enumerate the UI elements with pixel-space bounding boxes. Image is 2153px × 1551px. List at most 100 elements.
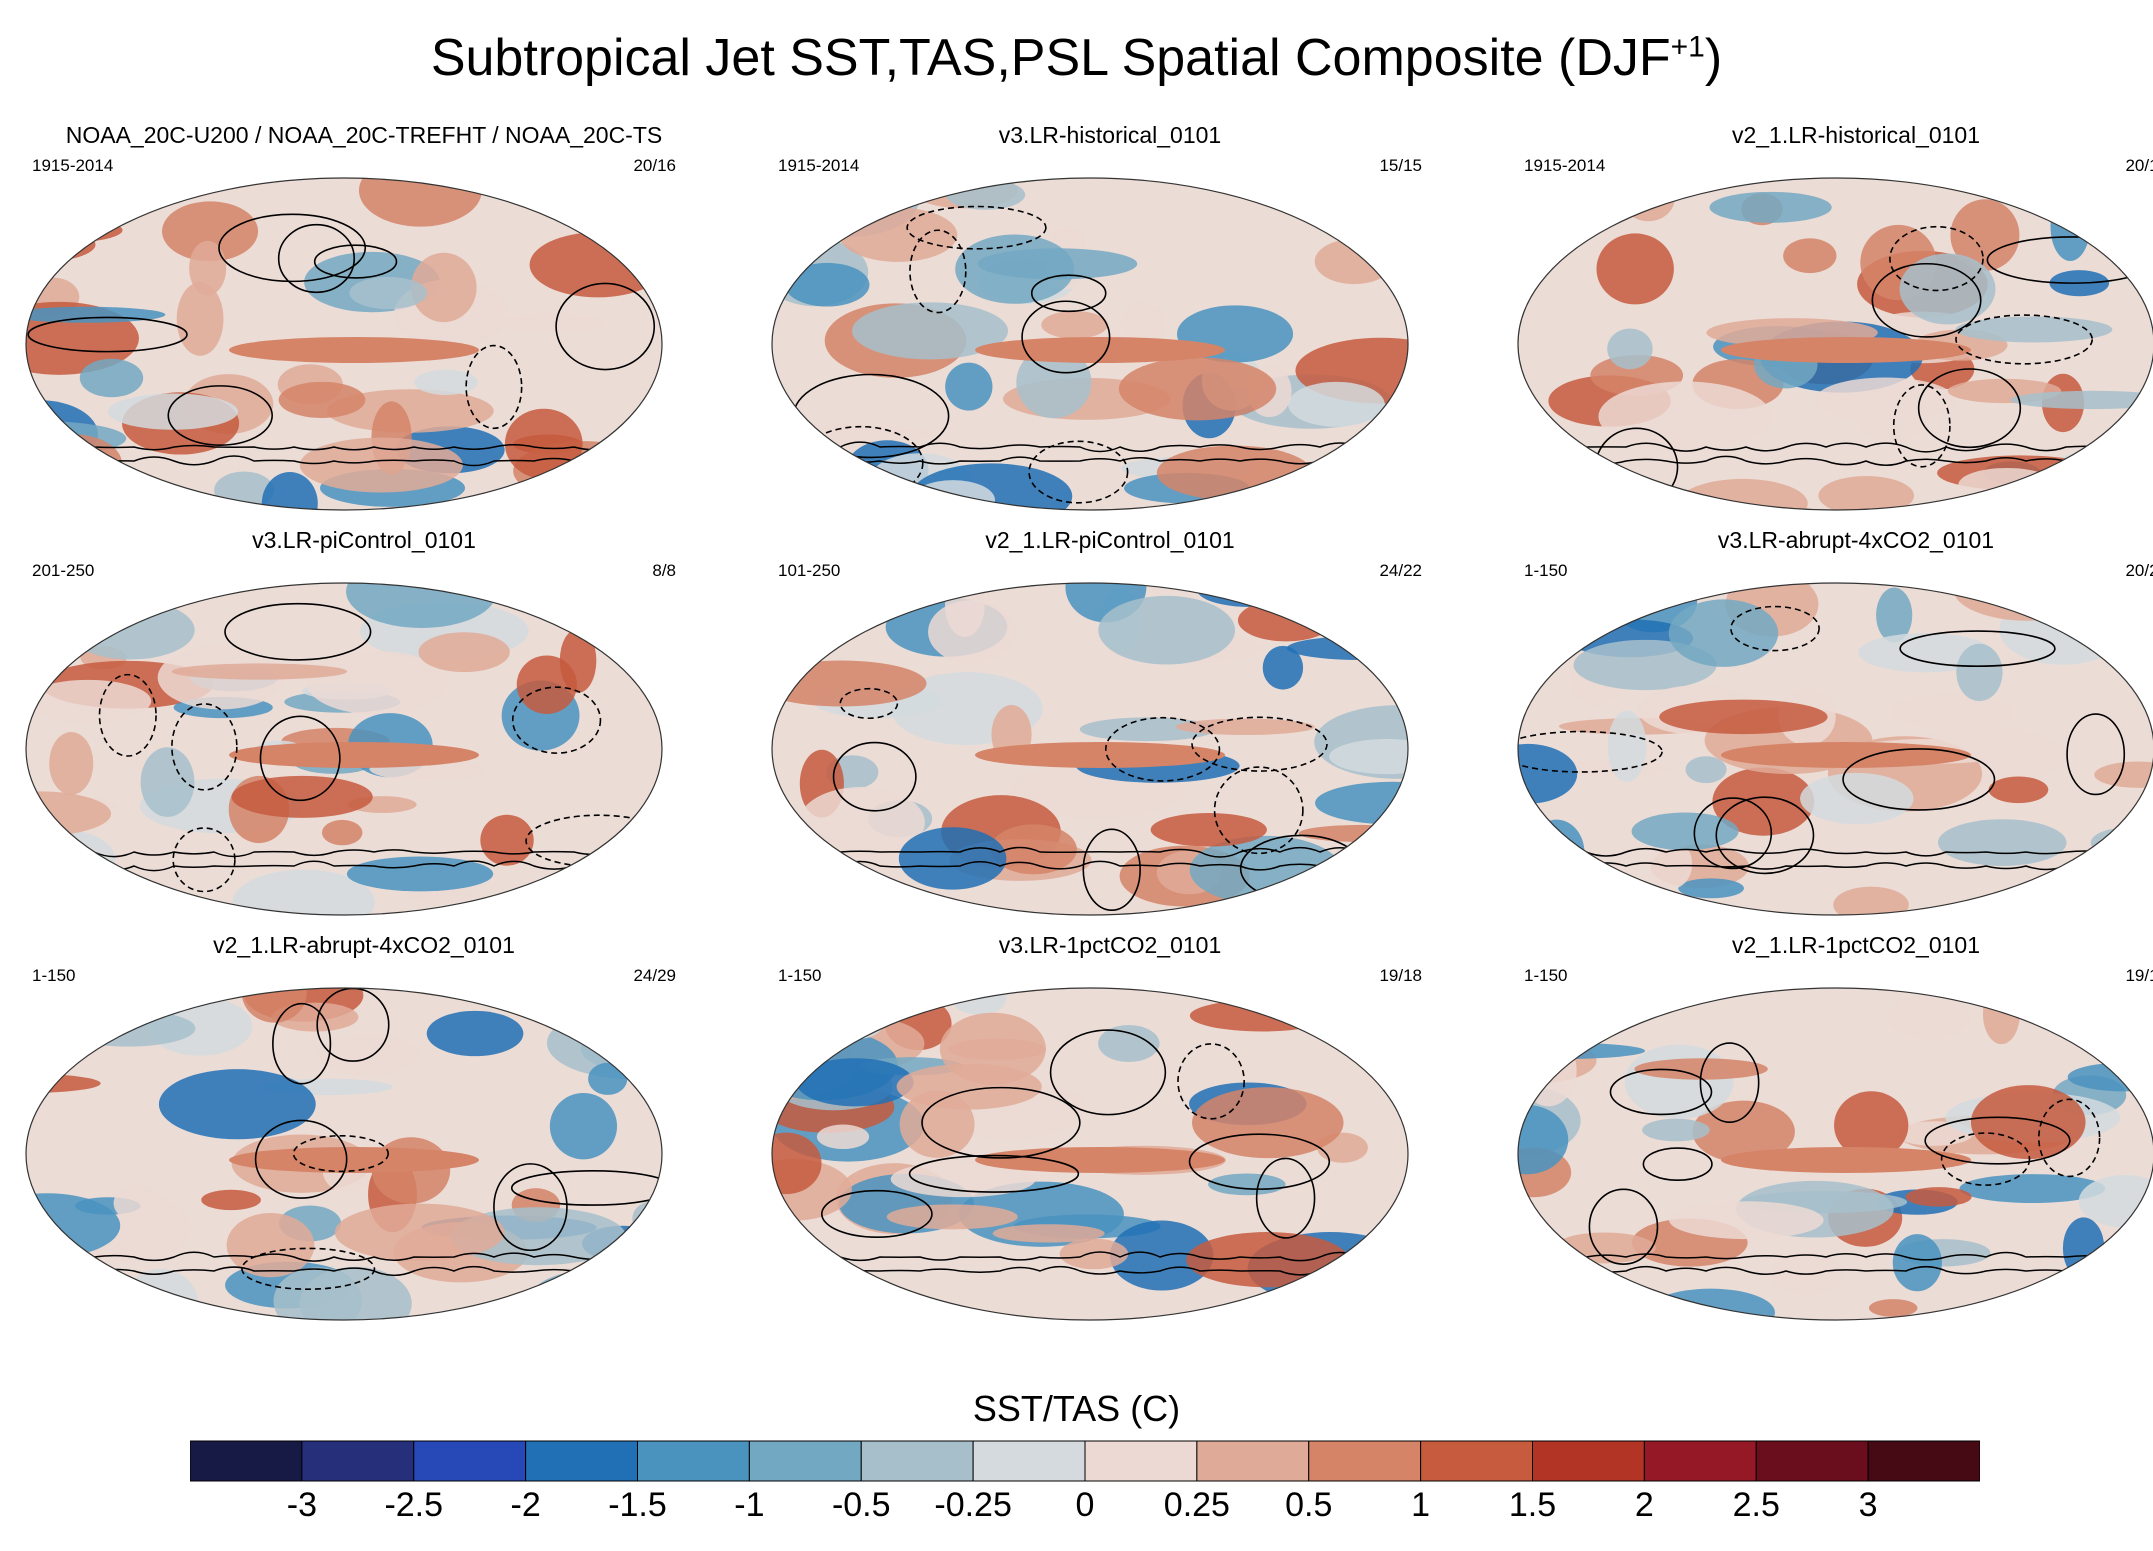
panel-years: 101-250 (778, 561, 841, 580)
anomaly-region (527, 480, 595, 510)
anomaly-region (1098, 1025, 1160, 1063)
map-panel: v2_1.LR-historical_0101 1915-2014 20/12 (1506, 122, 2153, 522)
anomaly-region (814, 178, 869, 226)
anomaly-region (1262, 645, 1304, 690)
anomaly-region (1890, 694, 2013, 730)
panel-title: v2_1.LR-piControl_0101 (985, 527, 1235, 553)
psl-contour (1049, 1029, 1167, 1116)
anomaly-region (1937, 819, 2067, 866)
anomaly-region (1999, 594, 2127, 665)
anomaly-region (559, 628, 597, 693)
anomaly-region (306, 650, 449, 715)
anomaly-region (1624, 1044, 1734, 1119)
map-panel: v2_1.LR-1pctCO2_0101 1-150 19/19 (1506, 932, 2153, 1332)
colorbar-tick-label: -3 (286, 1486, 317, 1524)
colorbar-swatch (1196, 1440, 1310, 1482)
psl-contour (465, 344, 523, 430)
psl-contour (1213, 766, 1304, 855)
anomaly-region (1329, 739, 1408, 775)
anomaly-region (1520, 1034, 1577, 1107)
panel-count: 20/12 (2125, 156, 2153, 175)
anomaly-region (772, 420, 821, 496)
psl-contour (218, 213, 367, 283)
world-map (771, 177, 1409, 511)
map-border (25, 582, 663, 916)
colorbar-tick-label: 0.25 (1163, 1486, 1230, 1524)
psl-contour (1924, 1116, 2071, 1165)
world-map (25, 177, 663, 511)
psl-contour (2066, 713, 2126, 796)
anomaly-region (1712, 767, 1815, 836)
psl-contour (1730, 605, 1820, 652)
psl-contour (510, 1170, 662, 1206)
anomaly-region (504, 408, 583, 479)
panel-title: v2_1.LR-1pctCO2_0101 (1731, 932, 1981, 958)
colorbar-tick-label: 2 (1634, 1486, 1654, 1524)
panel-years: 1915-2014 (1524, 156, 1606, 175)
anomaly-region (772, 660, 927, 707)
anomaly-region (158, 1069, 316, 1140)
psl-contour (1892, 384, 1951, 468)
anomaly-region (588, 1062, 628, 1095)
anomaly-region (1284, 878, 1387, 915)
colorbar-swatch (1755, 1440, 1869, 1482)
equatorial-anomaly (975, 337, 1225, 363)
anomaly-region (1818, 475, 1915, 510)
anomaly-region (1709, 191, 1832, 223)
map-panel: v3.LR-1pctCO2_0101 1-150 19/18 (760, 932, 1460, 1332)
anomaly-region (798, 786, 925, 859)
anomaly-region (1554, 872, 1638, 915)
anomaly-region (1905, 1187, 1972, 1207)
map-panel: v2_1.LR-abrupt-4xCO2_0101 1-150 24/29 (14, 932, 714, 1332)
psl-contour (493, 1163, 568, 1252)
world-map (1517, 177, 2153, 511)
colorbar-swatch (748, 1440, 862, 1482)
anomaly-region (1596, 233, 1674, 305)
anomaly-region (278, 381, 366, 418)
psl-contour (906, 205, 1047, 250)
anomaly-region (1607, 328, 1653, 370)
psl-contour (1518, 1265, 2147, 1276)
anomaly-region (1648, 838, 1693, 890)
psl-contour (772, 860, 1401, 872)
psl-contour (224, 602, 372, 661)
psl-contour (772, 441, 1401, 453)
psl-contour (98, 673, 157, 757)
anomaly-region (898, 827, 1007, 890)
world-map (1517, 582, 2153, 916)
anomaly-region (1518, 1273, 1647, 1320)
world-map (771, 582, 1409, 916)
psl-contour (511, 686, 602, 754)
colorbar-tick-label: 1.5 (1508, 1486, 1557, 1524)
anomaly-region (162, 201, 259, 262)
map-border (771, 177, 1409, 511)
colorbar-swatch (860, 1440, 974, 1482)
anomaly-region (839, 207, 958, 262)
anomaly-region (480, 814, 534, 866)
psl-contour (772, 1265, 1401, 1276)
anomaly-region (26, 306, 166, 323)
anomaly-region (226, 1213, 315, 1278)
anomaly-region (1323, 441, 1369, 471)
anomaly-region (1868, 1299, 1918, 1317)
anomaly-region (1634, 1058, 1768, 1080)
anomaly-region (44, 1277, 135, 1317)
psl-contour (1588, 1188, 1659, 1265)
anomaly-region (316, 1034, 419, 1076)
anomaly-region (1669, 1201, 1824, 1240)
equatorial-anomaly (1721, 1147, 1971, 1173)
anomaly-region (113, 1184, 162, 1222)
anomaly-region (1118, 357, 1277, 421)
anomaly-region (1175, 718, 1315, 736)
psl-contour (1940, 1132, 2031, 1186)
psl-contour (1191, 716, 1328, 772)
anomaly-region (632, 1201, 662, 1236)
anomaly-region (772, 1132, 822, 1195)
psl-contour (772, 455, 1401, 467)
anomaly-region (66, 600, 195, 660)
colorbar-tick-label: -1 (734, 1486, 765, 1524)
anomaly-region (1079, 717, 1216, 742)
anomaly-region (2050, 192, 2091, 262)
anomaly-region (813, 1298, 927, 1315)
colorbar-tick-label: 1 (1411, 1486, 1431, 1524)
